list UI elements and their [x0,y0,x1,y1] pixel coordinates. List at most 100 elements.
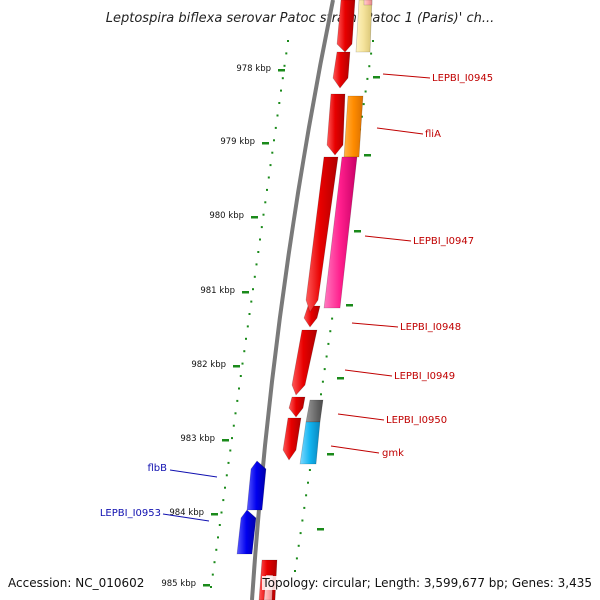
ruler-dot [273,139,275,142]
ruler-dot [276,114,279,117]
gene-arrow-lepbi_i0947 [323,156,358,309]
gene-label-lepbi_i0948[interactable]: LEPBI_I0948 [400,322,461,333]
ruler-dot [308,469,311,471]
ruler-dot [321,380,324,383]
ruler-dot [255,263,258,266]
ruler-dot [248,313,251,315]
ruler-dot [225,474,228,477]
ruler-dot [360,115,363,118]
ruler-dot [368,65,371,68]
genome-backbone [250,0,335,600]
gene-arrow-lepbi_i0949 [291,329,318,396]
ruler-dot [274,126,277,129]
ruler-dot [271,151,274,154]
gene-label-lepbi_i0949[interactable]: LEPBI_I0949 [394,371,455,382]
gene-arrow-partial [363,0,373,6]
ruler-inner-tick [317,528,324,531]
gene-label-flbb[interactable]: flbB [147,463,167,474]
ruler-major-tick [222,439,229,442]
ruler: 978 kbp 979 kbp 980 kbp 981 kbp 982 kbp 983 k… [161,64,380,589]
genome-summary: Topology: circular; Length: 3,599,677 bp… [262,576,592,590]
gene-arrow-unlabeled [282,417,302,461]
ruler-dot [220,511,223,514]
ruler-dot [210,586,212,588]
ruler-dot [295,557,298,560]
ruler-dot [238,387,240,390]
gene-arrow-lepbi_i0948 [303,305,321,328]
gene-label-leader [351,322,399,328]
ruler-dot [364,90,367,93]
gene-label-leader [162,513,210,522]
gene-label-leader [169,469,218,478]
gene-label-gmk[interactable]: gmk [382,448,404,459]
ruler-inner-tick [354,230,361,233]
ruler-major-tick [251,216,258,219]
ruler-dot [301,519,304,522]
ruler-dot [222,499,225,502]
gene-arrow-flia [343,95,364,158]
ruler-dot [299,532,302,535]
ruler-label: 984 kbp [169,508,204,518]
ruler-dot [245,337,247,340]
ruler-major-tick [242,291,249,294]
ruler-inner-tick [327,453,334,456]
ruler-dot [297,544,300,547]
gene-label-leader [330,445,380,454]
ruler-dot [366,77,369,80]
ruler-major-tick [203,584,210,587]
gene-arrow-flbb [246,460,267,511]
gene-arrow-partial [336,0,356,53]
gene-label-lepbi_i0947[interactable]: LEPBI_I0947 [413,236,474,247]
gene-arrow-unlabeled [288,396,306,418]
ruler-dot [252,288,254,291]
ruler-label: 985 kbp [161,579,196,589]
ruler-dot [285,52,288,55]
gene-arrow-unlabeled [305,156,339,313]
gene-label-leader [364,235,412,242]
ruler-dot [287,40,289,42]
gene-arrow-lepbi_i0950 [305,399,324,423]
gene-label-leader [382,73,431,79]
ruler-dot [370,52,373,55]
ruler-major-tick [278,69,285,72]
ruler-dot [241,362,244,365]
ruler-inner-tick [373,76,380,79]
gene-arrow-unlabeled [326,93,346,156]
ruler-dot [331,317,334,320]
ruler-major-tick [262,142,269,145]
ruler-dot [259,238,261,241]
ruler-dot [269,164,272,167]
gene-label-lepbi_i0953[interactable]: LEPBI_I0953 [100,508,161,519]
ruler-dot [215,548,218,551]
ruler-label: 979 kbp [220,137,255,147]
ruler-dot [303,506,306,509]
genes [236,0,373,600]
gene-label-leader [376,127,424,135]
ruler-dot [218,524,221,526]
ruler-dot [329,330,332,333]
accession-text: Accession: NC_010602 [8,576,145,590]
gene-label-lepbi_i0950[interactable]: LEPBI_I0950 [386,415,447,426]
ruler-dot [327,342,330,345]
ruler-dot [260,226,263,229]
gene-arrow-lepbi_i0953 [236,509,257,555]
ruler-dot [234,412,237,415]
ruler-inner-tick [364,154,371,157]
ruler-dot [266,188,268,191]
ruler-dot [280,89,282,92]
ruler-dot [211,573,214,576]
ruler-dot [283,64,286,67]
gene-label-lepbi_i0945[interactable]: LEPBI_I0945 [432,73,493,84]
ruler-label: 978 kbp [236,64,271,74]
ruler-label: 981 kbp [200,286,235,296]
ruler-dot [231,437,233,440]
ruler-inner-tick [346,304,353,307]
ruler-major-tick [211,513,218,516]
ruler-dot [217,536,219,539]
ruler-dot [224,486,226,489]
gene-arrow-partial [355,0,373,53]
gene-label-flia[interactable]: fliA [425,129,441,140]
ruler-dot [323,368,326,371]
ruler-dot [213,561,216,564]
